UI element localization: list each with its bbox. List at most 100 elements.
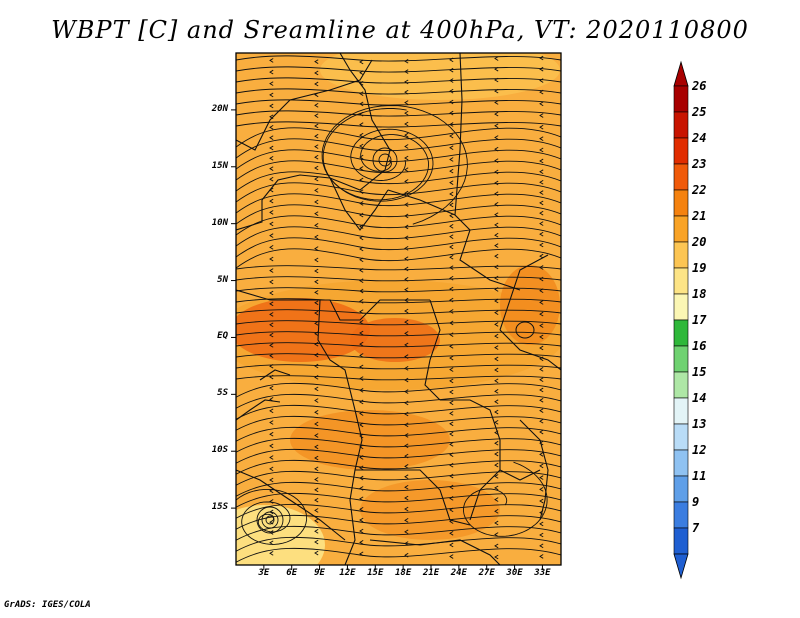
wbpt-south-warm-2 <box>360 480 500 540</box>
streamline-arrow <box>314 477 319 482</box>
colorbar-label: 19 <box>692 261 707 275</box>
streamline-arrow <box>359 309 364 314</box>
streamline <box>236 110 561 117</box>
lon-label: 27E <box>478 568 495 578</box>
streamline <box>236 77 561 84</box>
streamline-arrow <box>314 466 319 472</box>
streamline-arrow <box>539 124 544 130</box>
streamline-arrow <box>539 334 544 340</box>
streamline-arrow <box>494 123 499 129</box>
streamline-arrow <box>359 278 364 284</box>
streamline-arrow <box>449 202 454 208</box>
colorbar-label: 17 <box>692 313 707 327</box>
streamline-arrow <box>539 397 544 403</box>
streamline-arrow <box>449 378 454 384</box>
streamline-arrow <box>314 518 319 524</box>
cyclonic-vortex-southwest <box>256 506 284 534</box>
lon-label: 3E <box>258 568 270 578</box>
streamline-arrow <box>404 506 409 512</box>
streamline <box>236 393 561 409</box>
streamline-arrow <box>314 409 319 415</box>
streamline-arrow <box>269 92 274 98</box>
streamline-arrow <box>314 331 319 337</box>
lon-label: 15E <box>367 568 384 578</box>
streamline <box>236 182 561 203</box>
streamline-arrow <box>359 496 364 502</box>
streamline-arrow <box>539 179 544 185</box>
streamline-arrow <box>494 419 499 425</box>
streamline-arrow <box>359 132 364 138</box>
streamline <box>236 121 561 128</box>
streamline-arrow <box>359 330 364 336</box>
colorbar-label: 14 <box>692 391 707 405</box>
streamline-arrow <box>314 144 319 149</box>
streamline-arrow <box>269 103 274 109</box>
streamline-arrow <box>314 310 319 316</box>
streamline-arrow <box>314 257 319 263</box>
streamline-arrow <box>494 497 499 502</box>
colorbar-segment <box>673 293 689 321</box>
streamline <box>236 415 561 431</box>
wbpt-south-warm <box>290 410 450 470</box>
chart-title: WBPT [C] and Sreamline at 400hPa, VT: 20… <box>51 16 749 44</box>
streamline-arrow <box>269 245 274 250</box>
colorbar-label: 24 <box>692 131 707 145</box>
streamline-arrow <box>359 143 364 149</box>
streamline-arrow <box>314 539 319 545</box>
streamline-arrow <box>494 180 499 186</box>
streamline-arrow <box>539 265 544 270</box>
map-panel <box>236 53 561 565</box>
streamline-arrow <box>449 332 454 337</box>
map-frame <box>235 52 562 566</box>
streamline-arrow <box>494 356 499 362</box>
streamline-arrow <box>539 452 544 457</box>
streamline-arrow <box>539 300 544 305</box>
streamline-arrow <box>269 530 274 535</box>
streamline-arrow <box>449 191 454 197</box>
lat-label: 10S <box>211 445 228 456</box>
streamline-arrow <box>359 189 364 194</box>
streamline-arrow <box>449 542 454 548</box>
streamline-arrow <box>449 320 454 326</box>
streamline-arrow <box>404 202 409 207</box>
colorbar-label: 16 <box>692 339 707 353</box>
streamline-arrow <box>404 276 409 282</box>
streamline-arrow <box>404 422 409 428</box>
streamline <box>236 193 561 214</box>
streamline-arrow <box>449 168 454 174</box>
streamline-arrow <box>314 433 319 438</box>
streamline-arrow <box>404 132 409 138</box>
streamline-arrow <box>449 244 454 250</box>
colorbar-segment <box>673 137 689 165</box>
streamline-arrow <box>449 344 454 349</box>
colorbar-label: 26 <box>692 79 707 93</box>
wbpt-hot-core-west <box>236 298 370 362</box>
streamline-arrow <box>404 484 409 490</box>
streamline-arrow <box>359 319 364 325</box>
streamline-arrow <box>314 154 319 160</box>
streamline-arrow <box>314 300 319 306</box>
streamline <box>236 459 561 475</box>
streamline-arrow <box>539 147 544 153</box>
streamline-arrow <box>314 341 319 347</box>
streamline-arrow <box>359 235 364 241</box>
streamline-arrow <box>359 528 364 534</box>
streamline-arrow <box>269 431 274 437</box>
colorbar-segment <box>673 449 689 477</box>
streamline <box>322 108 434 202</box>
streamline-arrow <box>494 287 499 292</box>
streamline-arrow <box>494 543 499 549</box>
streamline-arrow <box>314 223 319 228</box>
lat-label: 20N <box>211 103 228 114</box>
streamline-arrow <box>269 166 274 171</box>
streamline-arrow <box>539 169 544 175</box>
streamline-arrow <box>404 389 409 394</box>
streamline-arrow <box>269 466 274 472</box>
streamline-arrow <box>404 411 409 417</box>
streamline-arrow <box>359 399 364 405</box>
streamline-arrow <box>539 418 544 424</box>
streamline-arrow <box>449 473 454 479</box>
streamline-arrow <box>359 455 364 460</box>
colorbar-label: 13 <box>692 417 707 431</box>
streamline-arrow <box>269 408 274 414</box>
